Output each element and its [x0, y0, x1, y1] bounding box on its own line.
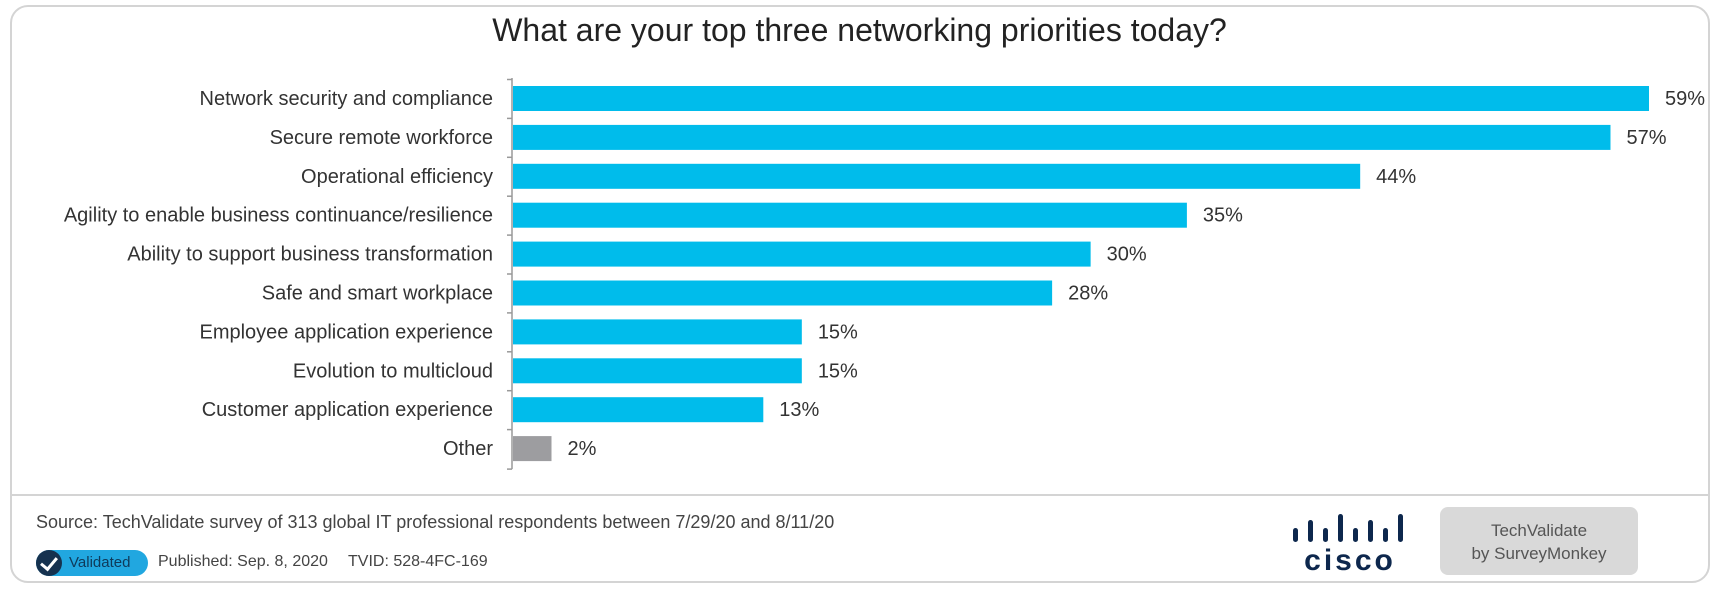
value-label: 2%: [568, 438, 597, 460]
checkmark-icon: [36, 550, 62, 576]
value-label: 30%: [1107, 244, 1147, 266]
value-label: 15%: [818, 321, 858, 343]
chart-title: What are your top three networking prior…: [492, 12, 1227, 48]
bar: [513, 163, 1361, 189]
category-label: Customer application experience: [202, 399, 493, 421]
value-label: 15%: [818, 360, 858, 382]
cisco-bars-icon: [1293, 514, 1403, 542]
category-label: Agility to enable business continuance/r…: [64, 205, 493, 227]
bar: [513, 202, 1187, 228]
published-date: Published: Sep. 8, 2020: [158, 553, 328, 570]
bar: [513, 86, 1649, 111]
category-label: Other: [443, 438, 493, 460]
cisco-wordmark: cisco: [1304, 544, 1396, 577]
category-label: Evolution to multicloud: [293, 360, 493, 382]
bar: [513, 319, 802, 345]
value-label: 44%: [1376, 166, 1416, 188]
category-label: Employee application experience: [199, 321, 493, 343]
value-label: 13%: [779, 399, 819, 421]
bar: [513, 436, 552, 462]
validated-badge[interactable]: Validated: [36, 550, 148, 576]
badge-line2: by SurveyMonkey: [1471, 544, 1607, 563]
bar: [513, 124, 1611, 150]
badge-line1: TechValidate: [1490, 521, 1588, 540]
bar: [513, 397, 764, 423]
category-label: Operational efficiency: [301, 166, 493, 188]
cisco-logo: cisco: [1290, 512, 1410, 577]
value-label: 28%: [1068, 283, 1108, 305]
source-note: Source: TechValidate survey of 313 globa…: [36, 512, 835, 532]
techvalidate-badge[interactable]: TechValidate by SurveyMonkey: [1440, 507, 1638, 575]
category-label: Safe and smart workplace: [262, 283, 493, 305]
bar: [513, 280, 1053, 306]
category-label: Network security and compliance: [200, 88, 493, 110]
value-label: 35%: [1203, 205, 1243, 227]
category-label: Secure remote workforce: [270, 127, 493, 149]
tvid: TVID: 528-4FC-169: [348, 553, 488, 570]
validated-label: Validated: [69, 554, 131, 571]
value-label: 57%: [1626, 127, 1666, 149]
bar-chart: Network security and compliance 59% Secure…: [64, 78, 1705, 470]
bar: [513, 358, 802, 384]
bar: [513, 241, 1091, 267]
footer-divider: [10, 494, 1710, 496]
category-label: Ability to support business transformati…: [127, 244, 493, 266]
value-label: 59%: [1665, 88, 1705, 110]
